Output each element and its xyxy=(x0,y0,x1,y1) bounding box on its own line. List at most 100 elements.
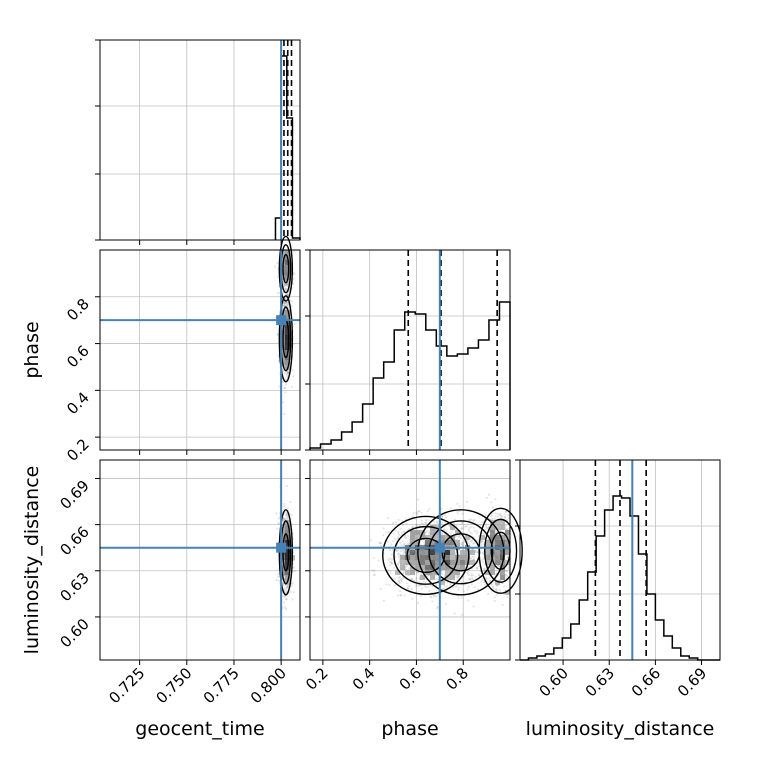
sample-point xyxy=(470,548,473,551)
sample-point xyxy=(415,583,418,586)
sample-point xyxy=(420,519,423,522)
density-cell xyxy=(420,575,425,580)
density-contour xyxy=(484,518,518,583)
density-cell xyxy=(285,315,290,320)
sample-point xyxy=(473,518,476,521)
sample-point xyxy=(469,557,472,560)
sample-point xyxy=(491,517,494,520)
panel-frame xyxy=(99,249,301,451)
sample-point xyxy=(391,548,394,551)
sample-point xyxy=(373,573,376,576)
density-cell xyxy=(465,535,470,540)
sample-point xyxy=(503,516,506,519)
density-cell xyxy=(435,530,440,535)
density-cell xyxy=(445,540,450,545)
density-cell xyxy=(445,555,450,560)
sample-point xyxy=(457,596,460,599)
sample-point xyxy=(445,516,448,519)
sample-point xyxy=(470,574,473,577)
sample-point xyxy=(470,539,473,542)
sample-point xyxy=(292,250,295,253)
sample-point xyxy=(474,575,477,578)
sample-point xyxy=(396,536,399,539)
sample-point xyxy=(399,578,402,581)
density-cell xyxy=(450,565,455,570)
sample-point xyxy=(369,539,372,542)
sample-point xyxy=(476,539,480,542)
sample-point xyxy=(411,525,415,528)
sample-point xyxy=(431,600,434,603)
sample-point xyxy=(483,528,487,531)
density-cell xyxy=(445,550,450,555)
panel-frame xyxy=(519,459,721,661)
sample-point xyxy=(398,580,401,583)
x-axis-label-geocent-time: geocent_time xyxy=(135,718,264,740)
sample-point xyxy=(418,509,421,513)
sample-point xyxy=(399,593,403,597)
sample-point xyxy=(457,586,460,589)
sample-point xyxy=(501,603,504,607)
sample-point xyxy=(506,595,509,599)
x-tick-label: 0.60 xyxy=(536,664,572,700)
sample-point xyxy=(483,569,486,572)
sample-point xyxy=(461,543,464,546)
sample-point xyxy=(426,530,429,533)
sample-point xyxy=(478,574,481,577)
sample-point xyxy=(399,550,402,553)
sample-point xyxy=(470,518,473,521)
density-cell xyxy=(505,590,510,595)
sample-point xyxy=(484,583,487,586)
sample-point xyxy=(392,566,396,569)
sample-point xyxy=(403,571,406,574)
density-cell xyxy=(435,525,440,530)
density-cell xyxy=(285,530,290,535)
sample-point xyxy=(411,515,414,518)
y-tick-label: 0.60 xyxy=(56,615,92,651)
sample-point xyxy=(454,535,457,538)
sample-point xyxy=(472,519,475,522)
histogram-bar xyxy=(545,654,553,660)
density-cell xyxy=(480,535,485,540)
sample-point xyxy=(446,581,449,584)
sample-point xyxy=(495,588,498,591)
sample-point xyxy=(281,380,285,384)
sample-point xyxy=(282,283,285,286)
sample-point xyxy=(382,527,385,530)
sample-point xyxy=(440,532,443,535)
sample-point xyxy=(410,587,413,590)
sample-point xyxy=(443,585,446,588)
sample-point xyxy=(470,583,473,586)
density-cell xyxy=(285,555,290,560)
sample-point xyxy=(490,514,493,517)
sample-point xyxy=(403,542,406,545)
density-cell xyxy=(285,270,290,275)
sample-point xyxy=(285,586,289,589)
density-cell xyxy=(500,575,505,580)
density-cell xyxy=(430,560,435,565)
sample-point xyxy=(285,591,288,594)
density-cell xyxy=(445,575,450,580)
sample-point xyxy=(407,542,410,545)
sample-point xyxy=(404,535,407,539)
sample-point xyxy=(415,524,419,527)
density-cell xyxy=(285,335,290,340)
density-cell xyxy=(420,535,425,540)
sample-point xyxy=(413,579,416,582)
sample-point xyxy=(286,304,289,307)
sample-point xyxy=(420,511,423,514)
density-cell xyxy=(440,580,445,585)
sample-point xyxy=(282,284,286,287)
sample-point xyxy=(456,574,460,577)
sample-point xyxy=(373,574,376,577)
sample-point xyxy=(469,539,472,543)
density-cell xyxy=(485,540,490,545)
sample-point xyxy=(424,518,427,522)
sample-point xyxy=(475,567,478,570)
sample-point xyxy=(282,301,285,304)
sample-point xyxy=(481,578,484,582)
sample-point xyxy=(387,568,390,571)
sample-point xyxy=(277,354,280,357)
sample-point xyxy=(425,522,428,525)
sample-point xyxy=(284,289,287,292)
density-cell xyxy=(405,570,410,575)
